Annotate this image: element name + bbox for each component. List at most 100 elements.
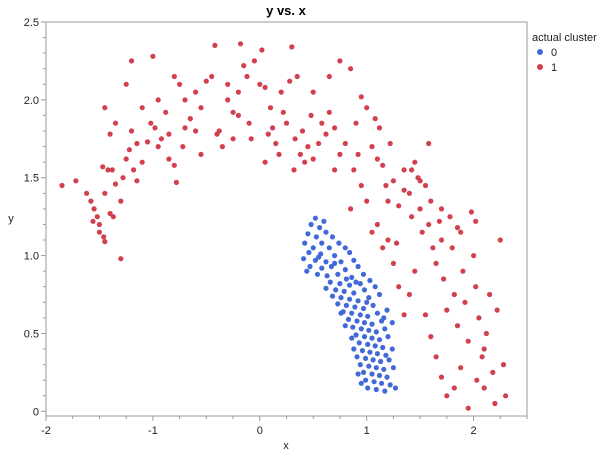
scatter-point-cluster-0 — [355, 298, 361, 304]
y-axis-label: y — [8, 213, 14, 225]
scatter-point-cluster-1 — [433, 260, 439, 266]
scatter-point-cluster-0 — [312, 215, 318, 221]
scatter-point-cluster-1 — [84, 190, 90, 196]
scatter-point-cluster-1 — [364, 198, 370, 204]
scatter-point-cluster-1 — [462, 299, 468, 305]
scatter-point-cluster-1 — [454, 225, 461, 231]
scatter-point-cluster-0 — [373, 386, 379, 393]
scatter-point-cluster-1 — [139, 105, 145, 111]
scatter-point-cluster-1 — [422, 182, 429, 189]
scatter-point-cluster-0 — [335, 301, 341, 307]
scatter-point-cluster-0 — [349, 310, 355, 316]
scatter-point-cluster-1 — [230, 136, 236, 142]
scatter-point-cluster-1 — [225, 97, 231, 103]
scatter-point-cluster-1 — [152, 125, 158, 131]
scatter-point-cluster-0 — [326, 245, 332, 251]
scatter-point-cluster-1 — [342, 140, 348, 147]
scatter-point-cluster-1 — [500, 362, 507, 368]
y-tick-label: 1.5 — [24, 173, 39, 185]
scatter-point-cluster-1 — [358, 94, 364, 100]
scatter-point-cluster-1 — [337, 151, 343, 157]
scatter-point-cluster-1 — [449, 245, 455, 251]
scatter-point-cluster-0 — [355, 263, 361, 270]
scatter-point-cluster-1 — [369, 229, 375, 235]
scatter-point-cluster-1 — [134, 178, 140, 184]
scatter-point-cluster-1 — [291, 167, 297, 173]
scatter-point-cluster-1 — [396, 203, 402, 209]
scatter-point-cluster-0 — [381, 315, 387, 321]
scatter-point-cluster-0 — [370, 302, 376, 308]
x-tick-label: 0 — [257, 425, 263, 437]
scatter-point-cluster-1 — [287, 78, 293, 84]
y-tick-label: 1.0 — [24, 251, 39, 263]
scatter-point-cluster-1 — [481, 346, 487, 352]
scatter-point-cluster-1 — [105, 167, 111, 173]
scatter-point-cluster-0 — [384, 374, 390, 380]
scatter-point-cluster-1 — [451, 385, 457, 391]
scatter-point-cluster-1 — [430, 245, 436, 251]
scatter-point-cluster-1 — [412, 159, 418, 165]
scatter-point-cluster-0 — [361, 334, 368, 340]
scatter-point-cluster-0 — [313, 234, 319, 240]
scatter-point-cluster-0 — [384, 307, 390, 313]
scatter-point-cluster-1 — [96, 229, 102, 235]
scatter-point-cluster-0 — [369, 321, 375, 327]
scatter-point-cluster-1 — [458, 229, 464, 235]
scatter-point-cluster-1 — [355, 151, 361, 157]
scatter-point-cluster-1 — [120, 175, 126, 181]
scatter-point-cluster-1 — [353, 120, 359, 126]
scatter-point-cluster-1 — [465, 338, 471, 344]
scatter-point-cluster-0 — [343, 302, 349, 308]
scatter-point-cluster-0 — [380, 344, 386, 351]
scatter-point-cluster-1 — [433, 354, 439, 360]
scatter-point-cluster-0 — [363, 355, 369, 361]
scatter-point-cluster-1 — [479, 354, 485, 360]
scatter-point-cluster-0 — [323, 259, 329, 265]
scatter-point-cluster-1 — [182, 125, 188, 131]
scatter-point-cluster-1 — [436, 218, 442, 224]
scatter-point-cluster-0 — [376, 291, 383, 298]
scatter-point-cluster-1 — [497, 237, 503, 243]
scatter-point-cluster-1 — [481, 385, 487, 391]
data-points — [59, 41, 509, 411]
scatter-point-cluster-1 — [166, 156, 172, 162]
scatter-point-cluster-1 — [438, 237, 445, 243]
scatter-point-cluster-1 — [337, 58, 343, 64]
scatter-point-cluster-0 — [365, 341, 371, 347]
scatter-point-cluster-1 — [444, 393, 450, 399]
scatter-point-cluster-0 — [373, 329, 379, 335]
x-axis-label: x — [283, 440, 289, 452]
scatter-point-cluster-0 — [357, 312, 363, 318]
scatter-point-cluster-1 — [376, 125, 383, 131]
scatter-point-cluster-1 — [441, 276, 447, 282]
scatter-point-cluster-1 — [308, 112, 314, 118]
scatter-point-cluster-1 — [394, 240, 400, 246]
scatter-point-cluster-0 — [382, 326, 388, 332]
scatter-point-cluster-0 — [371, 379, 377, 385]
scatter-point-cluster-1 — [126, 147, 132, 153]
scatter-point-cluster-1 — [107, 210, 113, 217]
scatter-point-cluster-1 — [198, 151, 204, 157]
y-tick-label: 2.0 — [24, 95, 39, 107]
scatter-point-cluster-0 — [301, 256, 307, 262]
scatter-point-cluster-1 — [332, 167, 338, 173]
scatter-point-cluster-0 — [345, 316, 352, 322]
scatter-point-cluster-0 — [306, 249, 312, 256]
scatter-point-cluster-1 — [246, 120, 252, 126]
scatter-point-cluster-1 — [219, 144, 225, 150]
scatter-point-cluster-0 — [302, 240, 308, 246]
x-tick-label: 1 — [364, 425, 370, 437]
scatter-point-cluster-1 — [150, 53, 156, 59]
scatter-point-cluster-1 — [257, 81, 263, 87]
scatter-point-cluster-1 — [259, 47, 265, 53]
scatter-point-cluster-1 — [90, 218, 96, 224]
x-tick-label: 2 — [470, 425, 476, 437]
scatter-point-cluster-0 — [347, 296, 353, 302]
scatter-point-cluster-1 — [494, 307, 500, 313]
legend-marker — [537, 64, 543, 70]
scatter-point-cluster-0 — [357, 362, 363, 368]
scatter-point-cluster-1 — [316, 140, 322, 147]
scatter-point-cluster-0 — [353, 332, 359, 338]
legend-label: 0 — [551, 47, 557, 59]
scatter-point-cluster-0 — [369, 335, 375, 341]
